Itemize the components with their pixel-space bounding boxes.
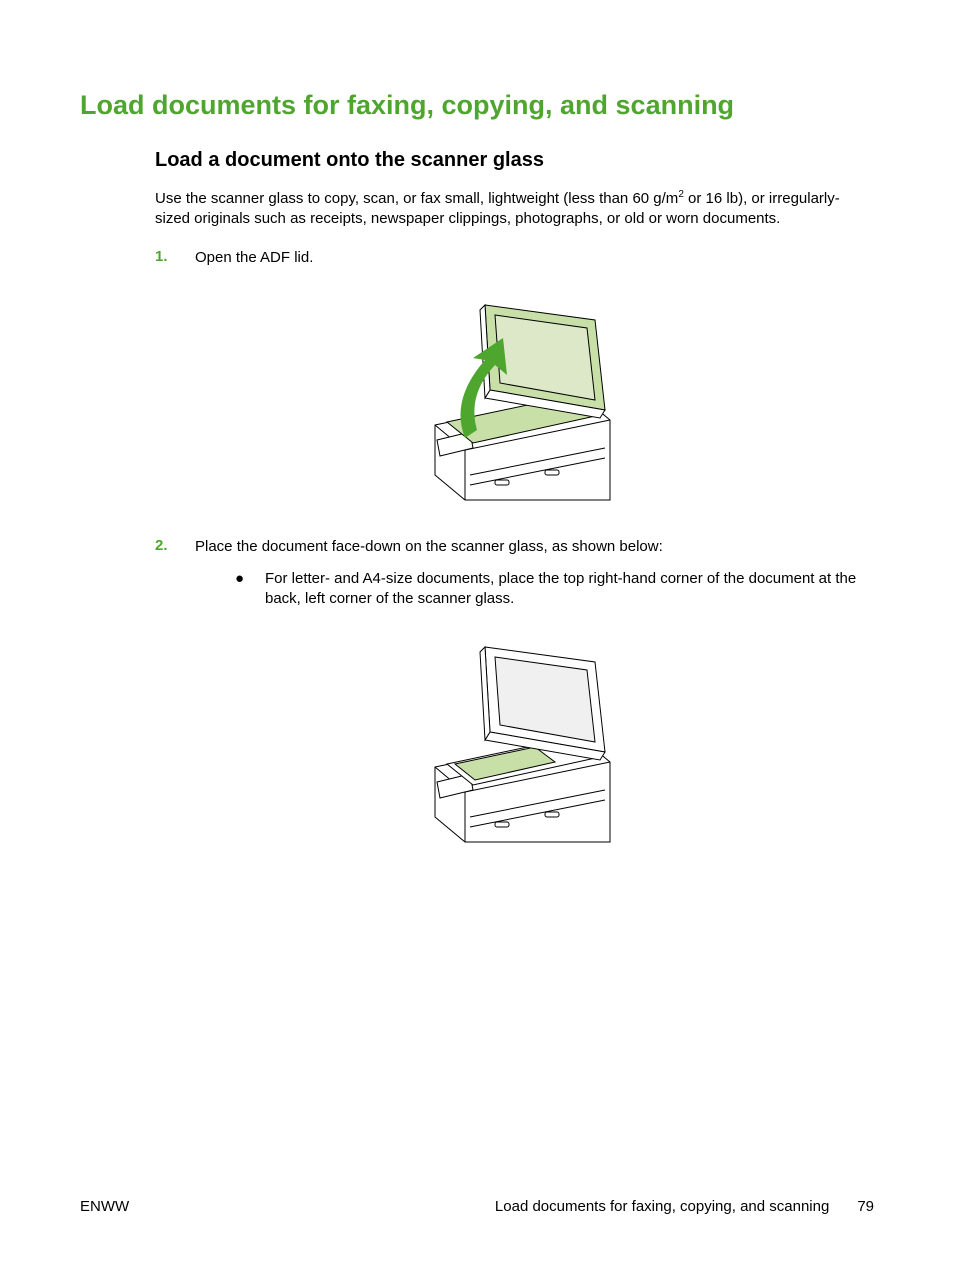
step-2: 2. Place the document face-down on the s… [155, 537, 874, 610]
intro-text-a: Use the scanner glass to copy, scan, or … [155, 190, 678, 207]
footer-left: ENWW [80, 1198, 129, 1215]
page-number: 79 [857, 1198, 874, 1215]
step-1-text: Open the ADF lid. [195, 248, 874, 268]
bullet-dot: ● [235, 569, 265, 610]
step-1: 1. Open the ADF lid. [155, 248, 874, 268]
bullet-text: For letter- and A4-size documents, place… [265, 569, 874, 610]
bullet-item: ● For letter- and A4-size documents, pla… [235, 569, 874, 610]
step-1-number: 1. [155, 248, 195, 268]
section-title: Load a document onto the scanner glass [155, 149, 874, 172]
figure-1 [155, 280, 874, 515]
footer-title: Load documents for faxing, copying, and … [495, 1198, 829, 1215]
figure-2 [155, 622, 874, 857]
printer-open-lid-icon [395, 280, 635, 510]
step-2-text: Place the document face-down on the scan… [195, 537, 874, 557]
intro-paragraph: Use the scanner glass to copy, scan, or … [155, 188, 874, 230]
page-footer: ENWW Load documents for faxing, copying,… [80, 1198, 874, 1215]
page-title: Load documents for faxing, copying, and … [80, 90, 874, 121]
step-2-number: 2. [155, 537, 195, 610]
printer-document-placed-icon [395, 622, 635, 852]
